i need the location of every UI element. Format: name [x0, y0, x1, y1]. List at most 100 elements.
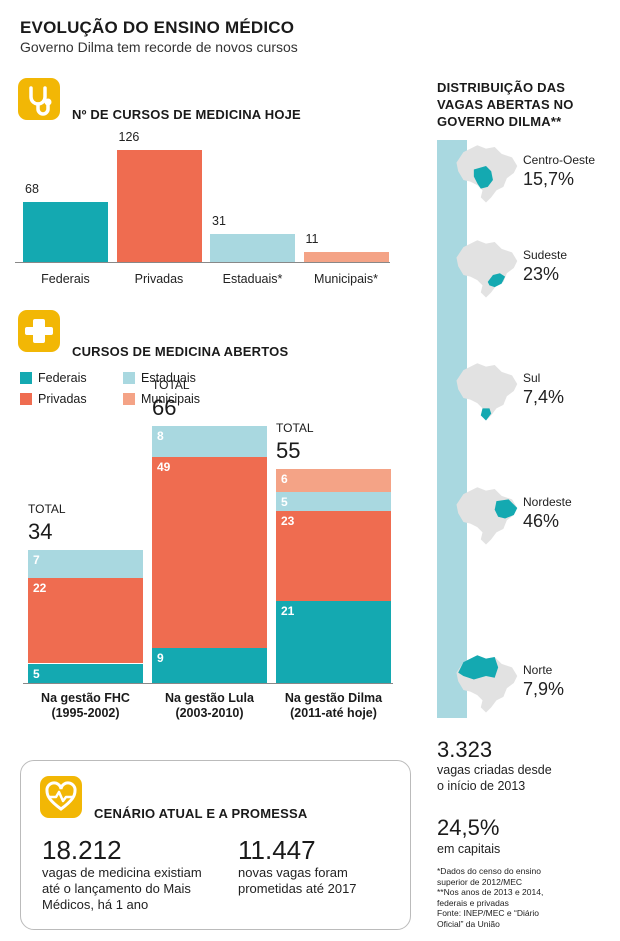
bar-category-label: Privadas — [134, 272, 184, 286]
vagas-text: vagas criadas desde o início de 2013 — [437, 762, 552, 794]
region-maps: Centro-Oeste 15,7% Sudeste 23% Sul 7,4% Nordes… — [437, 140, 612, 720]
stacked-bar-segment — [152, 647, 267, 683]
region-name: Centro-Oeste — [523, 153, 596, 167]
footnotes: *Dados do censo do ensino superior de 20… — [437, 866, 543, 929]
medical-cross-icon — [18, 310, 60, 352]
region-name: Nordeste — [523, 495, 572, 509]
total-value: 66 — [152, 394, 177, 420]
segment-value-label: 5 — [281, 494, 288, 509]
card-right-text: novas vagas foram prometidas até 2017 — [238, 865, 357, 897]
vagas-text-line: vagas criadas desde — [437, 763, 552, 777]
region-value: 15,7% — [523, 169, 575, 189]
region-value: 7,4% — [523, 387, 565, 407]
stacked-bar-segment — [152, 425, 267, 457]
stethoscope-icon — [18, 78, 60, 120]
map-land — [456, 363, 518, 421]
vagas-text-line: o início de 2013 — [437, 779, 526, 793]
period-label-line: (2003-2010) — [175, 706, 244, 720]
period-label: Na gestão Lula (2003-2010) — [144, 691, 275, 721]
legend-label-privadas: Privadas — [38, 392, 87, 406]
bar — [210, 234, 295, 262]
bar — [23, 201, 108, 262]
card-right-number: 11.447 — [238, 835, 316, 865]
brazil-map-centro-oeste — [456, 145, 518, 203]
stacked-bar-segment — [28, 577, 143, 664]
bar — [116, 150, 202, 262]
brazil-map-nordeste — [456, 487, 518, 545]
region-value: 7,9% — [523, 679, 565, 699]
segment-value-label: 21 — [281, 604, 295, 619]
map-region-highlight — [458, 655, 499, 680]
segment-value-label: 7 — [33, 553, 40, 568]
stacked-bar-segment — [276, 511, 391, 602]
region-name: Norte — [523, 663, 553, 677]
region-name: Sudeste — [523, 248, 568, 262]
footnote-line: superior de 2012/MEC — [437, 876, 523, 887]
bar-value-label: 68 — [25, 181, 39, 196]
map-title-line: DISTRIBUIÇÃO DAS — [437, 80, 566, 95]
footnote-line: **Nos anos de 2013 e 2014, — [437, 887, 544, 897]
region-value: 46% — [523, 511, 560, 531]
legend-swatch-federais — [20, 372, 32, 384]
brazil-map-sudeste — [456, 240, 518, 298]
section1-title: Nº DE CURSOS DE MEDICINA HOJE — [72, 107, 301, 122]
legend-label-federais: Federais — [38, 371, 87, 385]
card-right-line: novas vagas foram — [238, 865, 348, 880]
period-label-line: (2011-até hoje) — [290, 706, 377, 720]
heart-pulse-icon — [40, 776, 82, 818]
bar-category-label: Municipais* — [314, 272, 378, 286]
bar-value-label: 31 — [212, 214, 226, 229]
total-label: TOTAL — [276, 420, 314, 435]
total-label: TOTAL — [28, 502, 66, 517]
page-subtitle: Governo Dilma tem recorde de novos curso… — [20, 39, 298, 55]
card-left-text: vagas de medicina existiam até o lançame… — [42, 865, 202, 913]
period-label-line: Na gestão Lula — [165, 691, 254, 705]
legend-label-municipais: Municipais — [141, 392, 201, 406]
period-label-line: Na gestão Dilma — [284, 691, 383, 705]
segment-value-label: 5 — [33, 666, 40, 681]
period-label: Na gestão Dilma (2011-até hoje) — [268, 691, 399, 721]
card-left-line: Médicos, há 1 ano — [42, 897, 149, 912]
card-left-line: vagas de medicina existiam — [42, 865, 202, 880]
card-right-line: prometidas até 2017 — [238, 881, 357, 896]
stacked-bar-segment — [152, 456, 267, 648]
bar — [303, 252, 389, 262]
footnote-line: *Dados do censo do ensino — [437, 866, 541, 876]
total-value: 34 — [28, 519, 53, 545]
brazil-map-norte — [456, 655, 518, 713]
section2-title: CURSOS DE MEDICINA ABERTOS — [72, 344, 289, 359]
stacked-bar-segment — [276, 601, 391, 683]
region-value: 23% — [523, 264, 560, 284]
bar-value-label: 11 — [305, 232, 319, 247]
period-label-line: (1995-2002) — [51, 706, 120, 720]
courses-bar-chart: 68 Federais 126 Privadas 31 Estaduais* 11 Munic… — [15, 125, 395, 295]
bar-value-label: 126 — [118, 130, 140, 144]
stacked-bar-segment — [28, 550, 143, 578]
total-value: 55 — [276, 437, 301, 463]
capitais-text: em capitais — [437, 842, 501, 856]
card-title: CENÁRIO ATUAL E A PROMESSA — [94, 806, 308, 821]
region-name: Sul — [523, 371, 541, 385]
page-title: EVOLUÇÃO DO ENSINO MÉDICO — [20, 18, 295, 37]
stacked-bar-segment — [276, 491, 391, 512]
capitais-number: 24,5% — [437, 815, 500, 840]
map-region-highlight — [494, 499, 518, 519]
x-axis-baseline — [15, 262, 390, 263]
legend-swatch-estaduais — [123, 372, 135, 384]
segment-value-label: 22 — [33, 580, 47, 595]
legend-label-estaduais: Estaduais — [141, 371, 196, 385]
map-column-band — [437, 140, 467, 718]
x-axis-baseline — [23, 683, 393, 684]
map-title: DISTRIBUIÇÃO DAS VAGAS ABERTAS NO GOVERN… — [437, 79, 574, 130]
period-label-line: Na gestão FHC — [41, 691, 130, 705]
segment-value-label: 6 — [281, 471, 288, 486]
map-title-line: GOVERNO DILMA** — [437, 114, 562, 129]
scenario-card — [20, 760, 411, 930]
bar-category-label: Federais — [41, 272, 90, 286]
stacked-bar-segment — [28, 663, 143, 683]
segment-value-label: 49 — [157, 459, 171, 474]
total-label: TOTAL — [152, 377, 190, 392]
legend-swatch-municipais — [123, 393, 135, 405]
map-region-highlight — [487, 273, 506, 288]
map-land — [456, 240, 518, 298]
